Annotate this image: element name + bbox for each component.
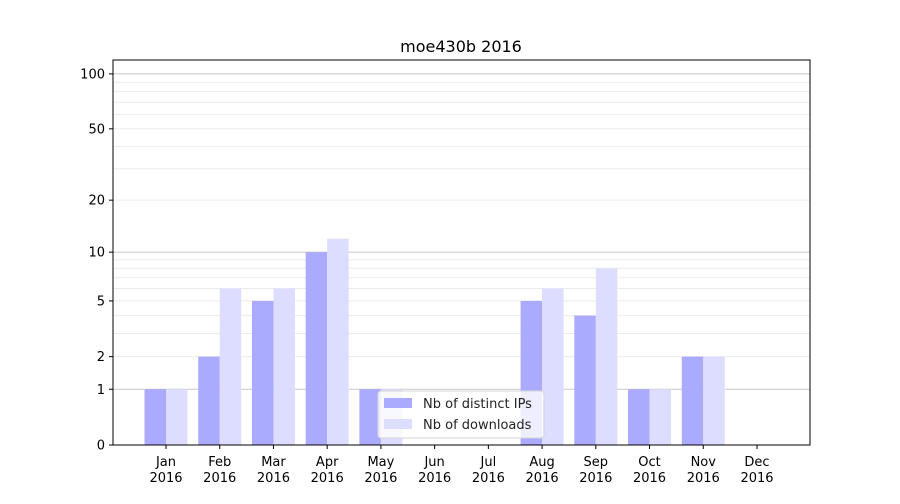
bar-downloads: [219, 288, 242, 445]
x-tick-label: Mar 2016: [257, 455, 290, 486]
x-tick-label: May 2016: [364, 455, 397, 486]
x-tick-label: Dec 2016: [740, 455, 773, 486]
bar-downloads: [542, 288, 564, 445]
x-tick-label: Jun 2016: [418, 455, 451, 486]
bar-downloads: [649, 389, 672, 445]
bar-distinct-ips: [359, 389, 381, 445]
bar-downloads: [327, 238, 349, 445]
x-tick-label: Jan 2016: [149, 455, 182, 486]
bar-downloads: [703, 356, 725, 445]
x-tick-label: Jul 2016: [472, 455, 505, 486]
x-tick-label: Nov 2016: [687, 455, 720, 486]
y-tick-label: 0: [97, 439, 105, 454]
x-tick-label: Feb 2016: [203, 455, 236, 486]
x-tick-label: Apr 2016: [311, 455, 344, 486]
y-tick-label: 1: [97, 383, 105, 398]
y-tick-label: 100: [80, 67, 105, 82]
legend-box: [377, 390, 545, 439]
bar-downloads: [273, 288, 295, 445]
plot-frame: [112, 59, 811, 446]
x-tick-label: Sep 2016: [579, 455, 612, 486]
x-tick-label: Oct 2016: [633, 455, 666, 486]
bar-downloads: [595, 268, 618, 445]
bar-distinct-ips: [305, 252, 328, 445]
bar-distinct-ips: [251, 300, 274, 445]
legend-label: Nb of downloads: [423, 418, 532, 433]
chart-title: moe430b 2016: [400, 37, 522, 56]
y-tick-label: 2: [97, 350, 105, 365]
x-tick-label: Aug 2016: [526, 455, 559, 486]
y-tick-label: 5: [97, 294, 105, 309]
legend-label: Nb of distinct IPs: [423, 397, 532, 412]
y-tick-label: 50: [88, 122, 105, 137]
legend-swatch: [384, 419, 412, 429]
bar-downloads: [166, 389, 188, 445]
bar-distinct-ips: [144, 389, 166, 445]
bar-distinct-ips: [198, 356, 220, 445]
legend-swatch: [384, 398, 412, 408]
y-tick-label: 20: [88, 194, 105, 209]
bar-distinct-ips: [681, 356, 704, 445]
bar-distinct-ips: [574, 315, 596, 445]
bar-distinct-ips: [628, 389, 650, 445]
y-tick-label: 10: [88, 246, 105, 261]
legend: Nb of distinct IPs Nb of downloads: [377, 390, 545, 439]
